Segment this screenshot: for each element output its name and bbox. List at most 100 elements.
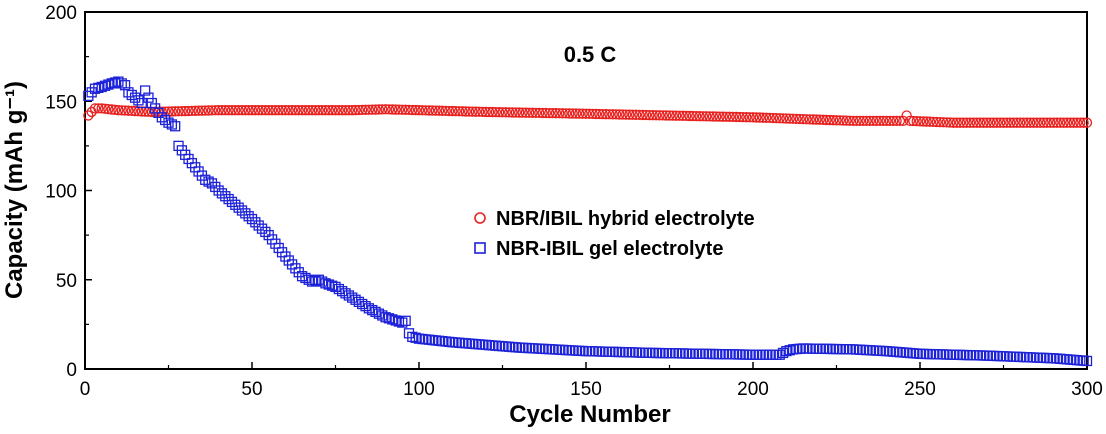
data-point — [761, 349, 772, 360]
data-point — [420, 105, 431, 116]
data-point — [848, 115, 859, 127]
data-point — [928, 349, 939, 360]
data-point — [697, 111, 709, 122]
x-tick-label: 0 — [80, 379, 91, 400]
data-point — [858, 344, 869, 356]
data-point — [911, 348, 922, 359]
data-point — [96, 81, 107, 93]
data-point — [393, 316, 405, 327]
data-point — [801, 114, 812, 125]
data-point — [891, 346, 902, 358]
data-point — [888, 115, 899, 127]
data-point — [727, 111, 739, 123]
data-point — [437, 105, 448, 116]
data-point — [223, 105, 234, 116]
data-point — [340, 105, 351, 116]
data-point — [964, 117, 976, 128]
data-point — [397, 104, 408, 115]
data-point — [296, 271, 308, 282]
data-point — [687, 110, 699, 122]
data-point — [971, 350, 982, 361]
data-point — [119, 105, 131, 116]
data-point — [190, 105, 201, 116]
data-point — [377, 104, 388, 115]
data-point — [560, 108, 572, 119]
data-point — [89, 103, 101, 114]
data-point — [764, 112, 775, 124]
data-point — [657, 110, 668, 121]
data-point — [707, 111, 719, 122]
data-point — [423, 105, 435, 116]
data-point — [734, 111, 745, 123]
legend-label-gel: NBR-IBIL gel electrolyte — [496, 238, 723, 260]
data-point — [811, 343, 822, 354]
data-point — [527, 107, 538, 118]
data-point — [413, 105, 425, 116]
data-point — [661, 348, 672, 359]
data-point — [744, 349, 755, 360]
x-tick-label: 150 — [570, 379, 602, 400]
data-point — [771, 112, 782, 124]
data-point — [524, 107, 535, 118]
data-point — [667, 348, 678, 359]
data-point — [250, 217, 261, 228]
data-point — [797, 113, 809, 125]
data-point — [313, 274, 324, 285]
data-point — [991, 350, 1002, 362]
data-point — [868, 115, 879, 127]
data-point — [637, 109, 648, 121]
data-point — [243, 211, 254, 222]
data-point — [630, 347, 642, 358]
data-point — [814, 343, 825, 354]
data-point — [216, 105, 228, 116]
data-point — [103, 79, 114, 90]
data-point — [480, 339, 491, 351]
data-point — [470, 338, 481, 350]
data-point — [1055, 353, 1066, 364]
data-point — [116, 78, 127, 89]
data-point — [387, 314, 398, 325]
data-point — [684, 348, 695, 359]
data-point — [610, 346, 622, 358]
data-point — [109, 77, 121, 88]
data-point — [196, 105, 208, 116]
data-point — [1071, 117, 1083, 128]
data-point — [968, 350, 979, 361]
series-gel — [83, 76, 1093, 367]
data-point — [714, 111, 725, 122]
data-point — [330, 105, 341, 116]
data-point — [584, 108, 595, 119]
data-point — [390, 104, 401, 115]
data-point — [173, 106, 184, 117]
data-point — [974, 117, 986, 128]
data-point — [914, 116, 926, 127]
data-point — [1048, 353, 1059, 364]
data-point — [236, 205, 248, 216]
data-point — [1005, 351, 1016, 362]
data-point — [784, 345, 795, 356]
data-point — [974, 350, 986, 361]
data-point — [640, 347, 652, 358]
data-point — [550, 344, 562, 355]
data-point — [874, 345, 886, 356]
data-point — [203, 176, 214, 187]
data-point — [918, 348, 929, 360]
data-point — [1068, 354, 1079, 366]
data-point — [594, 108, 605, 120]
data-point — [781, 113, 792, 124]
data-point — [1065, 354, 1076, 365]
data-point — [604, 346, 615, 357]
data-point — [310, 105, 321, 116]
data-point — [380, 312, 391, 323]
data-point — [634, 109, 645, 121]
data-point — [757, 349, 769, 360]
data-point — [901, 347, 912, 358]
data-point — [323, 105, 334, 116]
data-point — [457, 337, 468, 349]
data-point — [617, 346, 628, 358]
data-point — [774, 113, 785, 124]
data-point — [540, 107, 552, 119]
data-point — [854, 115, 866, 127]
y-tick-label: 50 — [56, 271, 77, 292]
